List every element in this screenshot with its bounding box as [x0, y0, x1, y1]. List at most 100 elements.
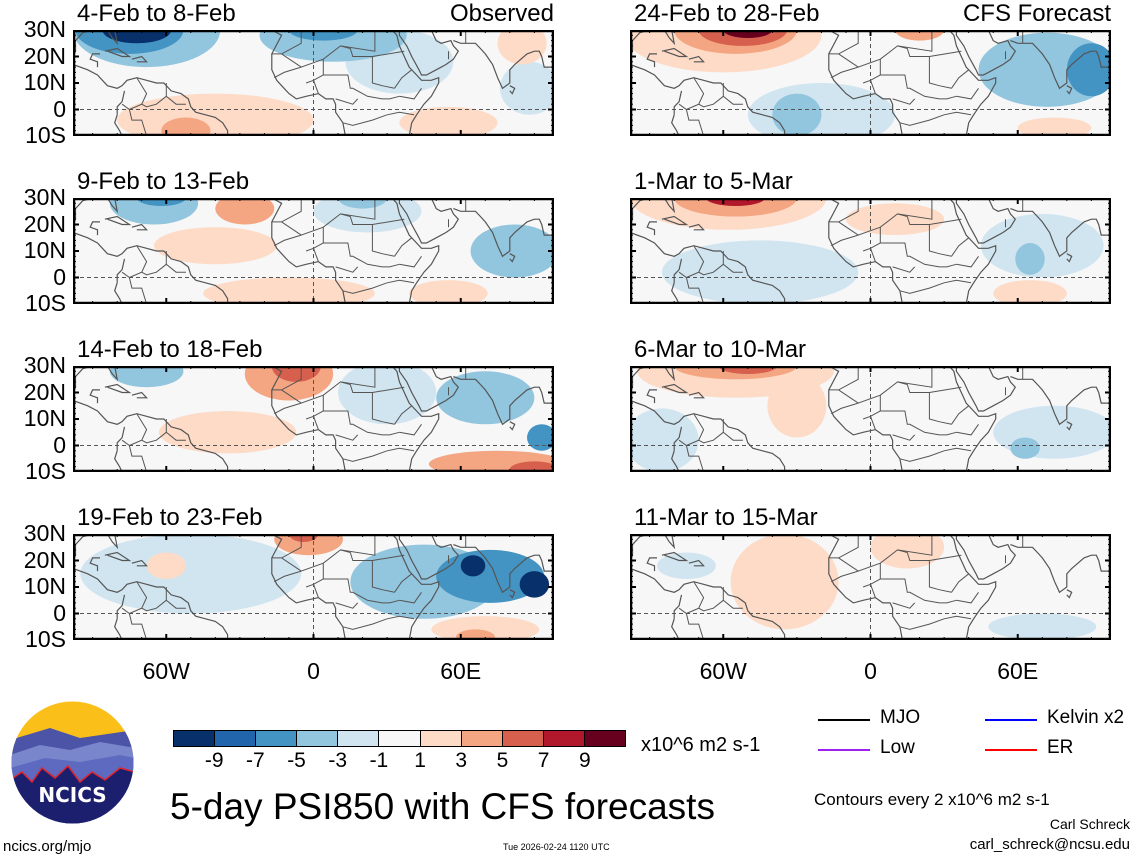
coastline	[955, 366, 1017, 412]
country-border	[870, 80, 876, 94]
colorbar-swatch	[420, 731, 462, 746]
country-border	[880, 242, 957, 268]
country-border	[335, 266, 359, 273]
country-border	[862, 227, 881, 252]
coastline	[104, 383, 132, 394]
map-panel	[73, 366, 554, 472]
country-border	[271, 198, 302, 223]
coastline	[646, 53, 657, 68]
colorbar-swatch	[256, 731, 298, 746]
country-border	[394, 405, 413, 425]
positive-anomaly	[146, 552, 186, 580]
legend-line-kelvin-x2	[985, 719, 1037, 721]
map-panel	[73, 30, 554, 136]
panel-title: 14-Feb to 18-Feb	[77, 336, 263, 363]
negative-anomaly	[436, 371, 535, 425]
coastline	[671, 282, 680, 304]
legend-label: Low	[880, 737, 915, 758]
negative-anomaly	[102, 30, 172, 44]
country-border	[722, 83, 743, 105]
coastline	[89, 557, 100, 572]
coastline	[89, 221, 100, 236]
country-border	[323, 242, 400, 268]
coastline	[398, 198, 460, 244]
negative-anomaly	[470, 224, 554, 278]
coastline	[948, 366, 997, 472]
country-border	[273, 66, 302, 79]
coastline	[131, 55, 148, 63]
coastline	[116, 90, 126, 115]
country-border	[838, 30, 933, 68]
lat-tick-label: 10N	[23, 237, 66, 263]
coastline	[630, 366, 676, 393]
country-border	[870, 584, 876, 598]
negative-anomaly	[772, 93, 822, 136]
positive-anomaly	[767, 373, 827, 438]
panel-title: 9-Feb to 13-Feb	[77, 168, 250, 195]
lat-tick-label: 10S	[25, 122, 66, 148]
country-border	[880, 410, 957, 436]
colorbar-tick-label: -9	[204, 749, 224, 772]
coastline	[131, 223, 148, 231]
country-border	[698, 95, 724, 108]
colorbar	[173, 730, 626, 747]
coastline	[673, 426, 683, 451]
lat-tick-label: 0	[53, 263, 66, 290]
negative-anomaly	[980, 213, 1104, 278]
legend-line-low	[818, 749, 870, 751]
coastline	[828, 30, 903, 136]
country-border	[372, 386, 405, 393]
colorbar-swatch	[502, 731, 544, 746]
logo-text: NCICS	[38, 783, 106, 807]
coastline	[955, 534, 1017, 580]
author-email[interactable]: carl_schreck@ncsu.edu	[969, 836, 1130, 853]
source-url[interactable]: ncics.org/mjo	[3, 838, 92, 855]
country-border	[951, 69, 970, 89]
coastline	[104, 47, 132, 58]
coastline	[630, 30, 676, 57]
negative-anomaly	[109, 198, 199, 225]
legend-label: ER	[1047, 737, 1074, 758]
country-border	[165, 251, 186, 273]
negative-anomaly	[519, 571, 550, 598]
colorbar-swatch	[461, 731, 503, 746]
coastline	[398, 534, 460, 580]
negative-anomaly	[1066, 43, 1111, 97]
colorbar-swatch	[297, 731, 339, 746]
country-border	[271, 366, 302, 391]
lat-tick-label: 20N	[23, 42, 66, 69]
map-frame	[73, 30, 554, 136]
positive-anomaly	[215, 198, 275, 225]
panel-tag: Observed	[449, 0, 554, 27]
contour-note: Contours every 2 x10^6 m2 s-1	[814, 790, 1050, 809]
country-border	[956, 88, 979, 100]
colorbar-swatch	[215, 731, 257, 746]
map-panel	[73, 198, 554, 304]
colorbar-tick-label: 5	[496, 749, 509, 772]
positive-anomaly	[1017, 117, 1092, 136]
coastline	[630, 534, 676, 561]
country-border	[830, 402, 859, 415]
coastline	[955, 198, 1017, 244]
country-border	[399, 424, 422, 436]
map-frame	[630, 30, 1111, 136]
country-border	[313, 416, 319, 430]
coastline	[688, 391, 705, 399]
coastline	[114, 450, 123, 472]
coastline	[114, 618, 123, 640]
country-border	[722, 587, 743, 609]
lon-tick-label: 0	[864, 658, 877, 684]
coastline	[73, 399, 229, 472]
colorbar-tick-label: 9	[578, 749, 591, 772]
coastline	[948, 534, 997, 640]
lat-tick-label: 20N	[23, 546, 66, 573]
colorbar-tick-label: 3	[455, 749, 468, 772]
lat-tick-label: 30N	[23, 352, 66, 378]
country-border	[899, 615, 972, 630]
country-border	[899, 447, 972, 462]
coastline	[73, 198, 119, 225]
country-border	[698, 599, 724, 612]
negative-anomaly	[338, 366, 437, 425]
negative-anomaly	[988, 613, 1097, 640]
negative-anomaly	[656, 552, 716, 580]
